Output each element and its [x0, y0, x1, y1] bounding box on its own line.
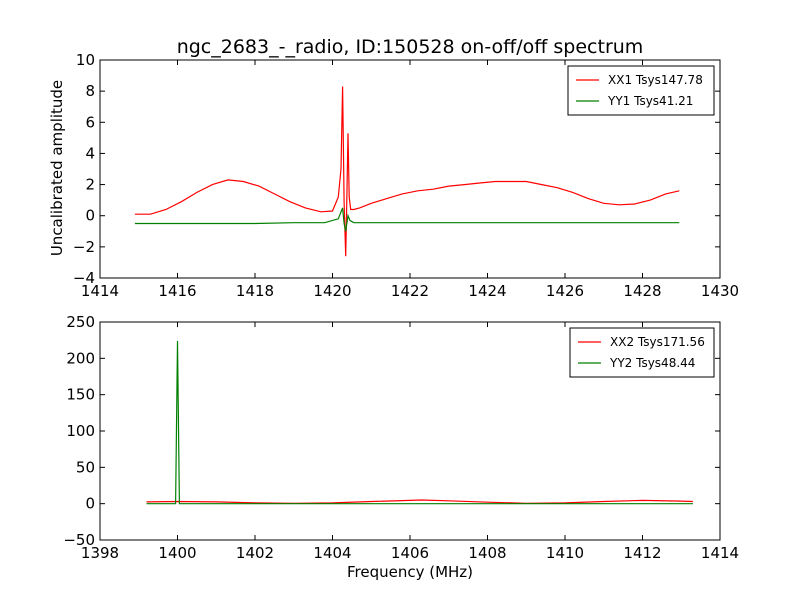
y-tick-label: 4: [85, 144, 95, 162]
x-tick-label: 1422: [391, 282, 429, 300]
y-tick-label: 8: [85, 82, 95, 100]
x-tick-label: 1426: [546, 282, 584, 300]
bottom-x-axis-label: Frequency (MHz): [347, 563, 473, 581]
top-series-line-2: [134, 207, 680, 232]
x-tick-label: 1412: [623, 544, 661, 562]
x-tick-label: 1402: [236, 544, 274, 562]
bottom-series-line-2: [146, 340, 693, 505]
legend-label: YY1 Tsys41.21: [607, 94, 693, 108]
top-y-axis-label: Uncalibrated amplitude: [48, 80, 66, 256]
y-tick-label: 0: [85, 495, 95, 513]
x-tick-label: 1414: [81, 282, 119, 300]
x-tick-label: 1398: [81, 544, 119, 562]
y-tick-label: 50: [76, 458, 95, 476]
y-tick-label: 10: [76, 51, 95, 69]
legend-label: XX2 Tsys171.56: [610, 335, 705, 349]
y-tick-label: 2: [85, 176, 95, 194]
x-tick-label: 1428: [623, 282, 661, 300]
x-tick-label: 1418: [236, 282, 274, 300]
x-tick-label: 1420: [313, 282, 351, 300]
top-panel: Uncalibrated amplitude 1414 1416 1418 1420 1…: [48, 51, 739, 300]
y-tick-label: −2: [73, 238, 95, 256]
y-tick-label: −50: [63, 531, 95, 549]
x-tick-label: 1430: [701, 282, 739, 300]
y-tick-label: 100: [66, 422, 95, 440]
y-tick-label: 6: [85, 113, 95, 131]
y-tick-label: 200: [66, 349, 95, 367]
x-tick-label: 1410: [546, 544, 584, 562]
x-tick-label: 1400: [158, 544, 196, 562]
top-series-line-1: [134, 86, 680, 257]
x-tick-label: 1408: [468, 544, 506, 562]
y-tick-label: −4: [73, 269, 95, 287]
x-tick-label: 1404: [313, 544, 351, 562]
x-tick-label: 1424: [468, 282, 506, 300]
y-tick-label: 250: [66, 313, 95, 331]
top-legend: [567, 65, 715, 116]
chart-title: ngc_2683_-_radio, ID:150528 on-off/off s…: [177, 36, 644, 58]
legend-label: XX1 Tsys147.78: [608, 73, 703, 87]
legend-label: YY2 Tsys48.44: [609, 356, 695, 370]
bottom-series-line-1: [146, 499, 693, 504]
y-tick-label: 150: [66, 386, 95, 404]
x-tick-label: 1406: [391, 544, 429, 562]
x-tick-label: 1414: [701, 544, 739, 562]
y-tick-label: 0: [85, 207, 95, 225]
x-tick-label: 1416: [158, 282, 196, 300]
bottom-panel: Frequency (MHz) 1398 1400 1402 1404 1406 1408…: [63, 313, 739, 581]
bottom-legend: [569, 327, 715, 378]
